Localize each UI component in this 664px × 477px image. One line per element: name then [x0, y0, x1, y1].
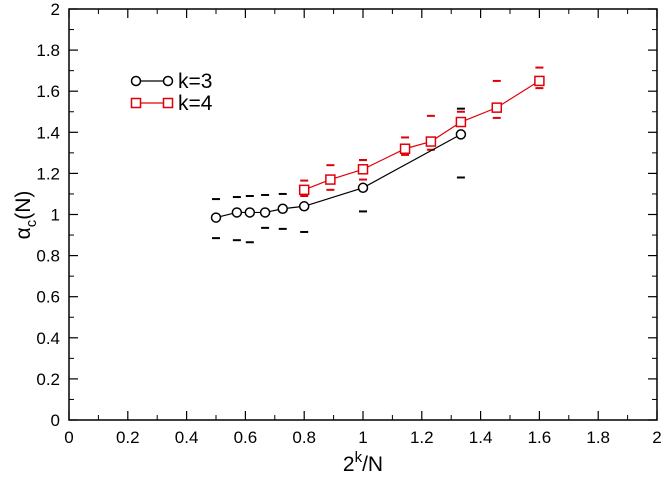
legend-label-k3: k=3 — [178, 70, 212, 93]
x-tick-label: 1.4 — [469, 428, 493, 447]
y-tick-label: 0.8 — [36, 247, 60, 266]
x-tick-label: 1.6 — [528, 428, 552, 447]
point-k3 — [455, 129, 467, 140]
x-tick-label: 0.4 — [175, 428, 199, 447]
y-tick-label: 1.8 — [36, 41, 60, 60]
y-tick-label: 1 — [51, 206, 60, 225]
point-k3 — [210, 212, 222, 223]
series-line-k3 — [215, 133, 462, 219]
y-tick-label: 0 — [51, 411, 60, 430]
x-tick-label: 1 — [358, 428, 367, 447]
legend: k=3k=4 — [130, 70, 213, 115]
legend-marker-k4 — [162, 97, 174, 109]
point-k3 — [244, 207, 256, 218]
y-tick-label: 0.6 — [36, 288, 60, 307]
point-k3 — [277, 203, 288, 214]
legend-marker-k3 — [130, 75, 142, 87]
y-tick-label: 0.4 — [36, 329, 60, 348]
y-axis-title: αc(N) — [12, 191, 40, 240]
point-k4 — [325, 174, 336, 185]
point-k4 — [298, 184, 310, 196]
point-k3 — [357, 182, 369, 194]
y-tick-label: 0.2 — [36, 370, 60, 389]
legend-marker-k4 — [130, 97, 142, 109]
data-markers — [210, 75, 545, 223]
axis-ticks: 0 0.2 0.4 0.6 0.8 1 1.2 1.4 1.6 1.8 2 0 0.2 0.4 0.6 0.8… — [36, 0, 661, 447]
point-k3 — [259, 207, 271, 218]
series-line-k4 — [303, 80, 540, 191]
y-tick-label: 1.2 — [36, 164, 60, 183]
x-tick-label: 0.8 — [292, 428, 316, 447]
x-tick-label: 0 — [64, 428, 73, 447]
point-k4 — [455, 116, 467, 128]
point-k4 — [399, 143, 411, 154]
point-k3 — [231, 207, 243, 218]
plot-frame — [68, 8, 658, 421]
y-tick-label: 1.4 — [36, 123, 60, 142]
x-tick-label: 1.8 — [586, 428, 610, 447]
legend-marker-k3 — [162, 75, 174, 87]
error-bars — [212, 66, 544, 244]
x-tick-label: 2 — [652, 428, 661, 447]
point-k4 — [425, 136, 437, 147]
y-tick-label: 1.6 — [36, 82, 60, 101]
series-lines — [215, 80, 540, 219]
y-tick-label: 2 — [51, 0, 60, 19]
point-k4 — [491, 102, 503, 113]
x-axis-title: 2k/N — [343, 449, 383, 476]
point-k3 — [298, 201, 310, 212]
x-tick-label: 0.2 — [116, 428, 140, 447]
x-tick-label: 1.2 — [410, 428, 434, 447]
x-tick-label: 0.6 — [234, 428, 258, 447]
legend-label-k4: k=4 — [178, 92, 213, 115]
point-k4 — [534, 75, 545, 87]
point-k4 — [357, 164, 369, 175]
